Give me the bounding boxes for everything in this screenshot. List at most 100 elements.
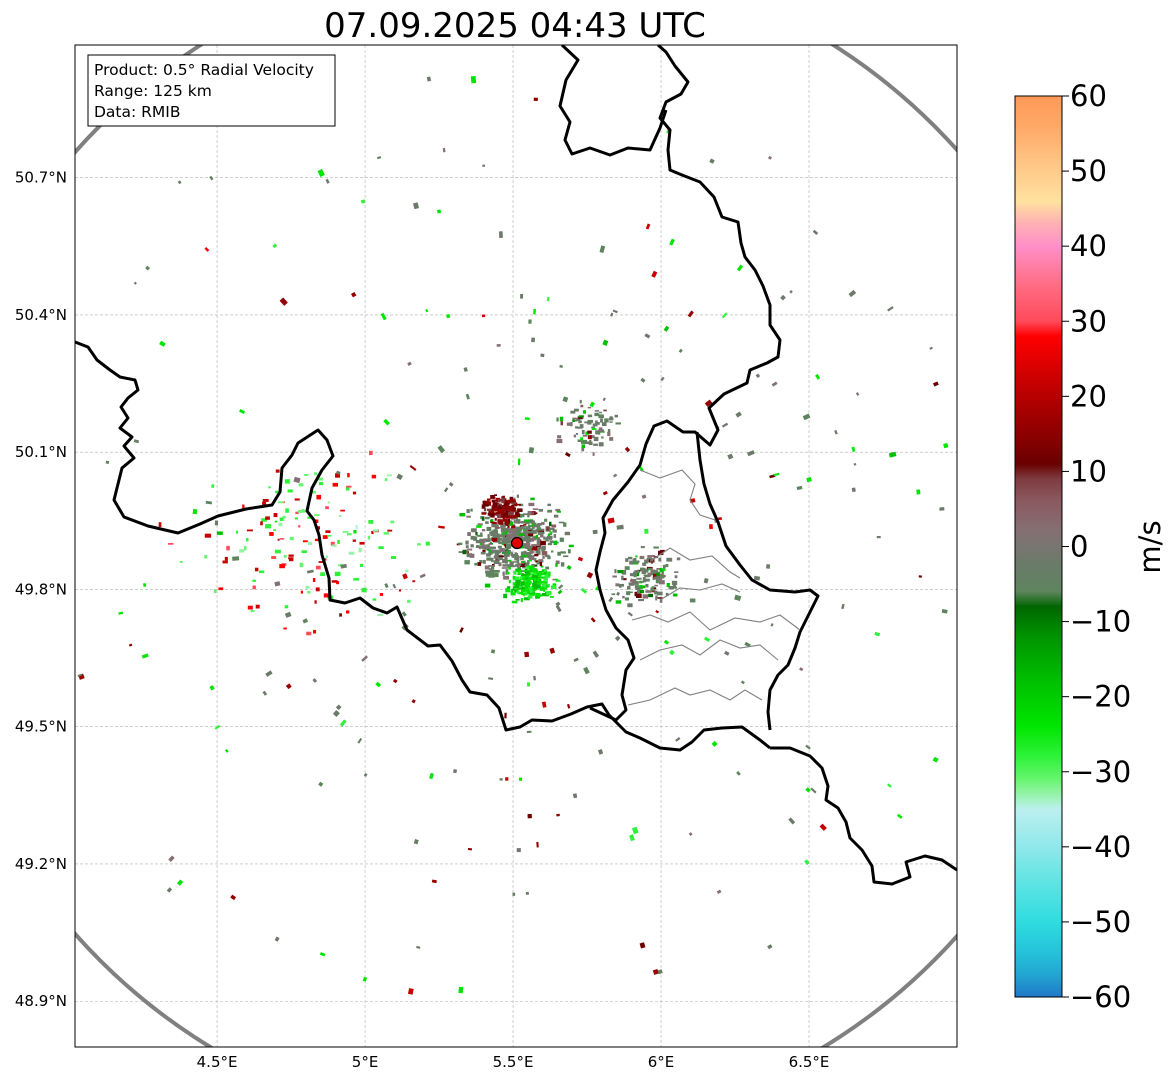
echo-pixel	[636, 593, 642, 598]
echo-pixel	[650, 587, 654, 592]
echo-pixel	[482, 500, 486, 505]
echo-pixel	[616, 524, 624, 530]
echo-pixel	[498, 555, 505, 558]
echo-pixel	[573, 657, 579, 662]
echo-pixel	[384, 583, 389, 589]
echo-pixel	[494, 552, 499, 557]
lat-tick-label: 49.5°N	[15, 718, 67, 736]
echo-pixel	[635, 555, 638, 558]
echo-pixel	[42, 566, 46, 568]
echo-pixel	[520, 556, 524, 561]
echo-pixel	[497, 550, 501, 554]
echo-pixel	[493, 512, 497, 516]
echo-pixel	[204, 555, 208, 559]
echo-pixel	[929, 346, 933, 350]
echo-pixel	[158, 522, 162, 528]
echo-pixel	[490, 495, 495, 499]
echo-pixel	[522, 537, 529, 542]
echo-pixel	[557, 551, 561, 556]
echo-pixel	[521, 521, 527, 524]
echo-pixel	[510, 499, 516, 503]
echo-pixel	[547, 555, 551, 560]
echo-pixel	[500, 524, 506, 528]
echo-pixel	[644, 333, 651, 339]
echo-pixel	[507, 540, 513, 542]
echo-pixel	[538, 571, 543, 576]
echo-pixel	[528, 565, 534, 570]
echo-pixel	[672, 593, 678, 597]
echo-pixel	[492, 529, 498, 534]
echo-pixel	[505, 500, 510, 505]
echo-pixel	[274, 936, 280, 942]
echo-pixel	[639, 590, 644, 594]
echo-pixel	[592, 529, 598, 535]
echo-pixel	[339, 719, 347, 727]
echo-pixel	[288, 557, 294, 560]
echo-pixel	[841, 603, 845, 610]
echo-pixel	[887, 306, 894, 312]
echo-pixel	[802, 413, 811, 421]
echo-pixel	[519, 521, 522, 523]
colorbar-tick-label: 50	[1070, 154, 1107, 188]
echo-pixel	[498, 231, 503, 238]
echo-pixel	[507, 499, 513, 504]
echo-pixel	[703, 578, 709, 584]
echo-pixel	[522, 577, 526, 580]
echo-pixel	[598, 427, 603, 431]
echo-pixel	[574, 420, 578, 422]
echo-pixel	[337, 540, 340, 544]
echo-pixel	[513, 570, 517, 575]
echo-pixel	[522, 531, 528, 534]
echo-pixel	[509, 496, 513, 500]
echo-pixel	[541, 572, 547, 576]
echo-pixel	[479, 541, 484, 545]
echo-pixel	[542, 546, 546, 551]
echo-pixel	[306, 631, 312, 636]
echo-pixel	[658, 550, 664, 555]
echo-pixel	[467, 532, 471, 536]
echo-pixel	[603, 409, 607, 412]
echo-pixel	[391, 556, 396, 559]
echo-pixel	[550, 585, 557, 590]
echo-pixel	[523, 560, 526, 565]
echo-pixel	[552, 583, 557, 587]
province-lines	[627, 469, 801, 706]
echo-pixel	[275, 490, 281, 494]
echo-pixel	[425, 308, 429, 313]
echo-pixel	[28, 656, 35, 662]
echo-pixel	[519, 570, 526, 572]
echo-pixel	[530, 497, 535, 501]
echo-pixel	[688, 832, 693, 836]
echo-pixel	[464, 560, 470, 565]
echo-pixel	[465, 393, 470, 400]
echo-pixel	[666, 583, 670, 588]
echo-pixel	[541, 701, 547, 708]
echo-pixel	[549, 540, 554, 544]
echo-pixel	[242, 504, 245, 509]
echo-pixel	[517, 592, 523, 595]
echo-pixel	[546, 585, 549, 588]
echo-pixel	[273, 529, 276, 531]
echo-pixel	[481, 542, 485, 546]
echo-pixel	[654, 584, 658, 587]
echo-pixel	[502, 539, 508, 544]
echo-pixel	[583, 666, 590, 675]
echo-pixel	[623, 578, 627, 581]
echo-pixel	[246, 529, 253, 532]
echo-pixel	[512, 892, 516, 896]
echo-pixel	[495, 538, 501, 543]
echo-pixel	[622, 596, 625, 599]
echo-pixel	[429, 772, 434, 780]
echo-pixel	[371, 530, 374, 534]
echo-pixel	[736, 770, 741, 776]
echo-pixel	[302, 540, 308, 543]
echo-pixel	[346, 485, 352, 488]
echo-pixel	[524, 570, 530, 573]
echo-pixel	[222, 560, 228, 564]
echo-pixel	[609, 416, 613, 420]
echo-pixel	[505, 571, 508, 575]
echo-pixel	[519, 503, 524, 507]
echo-pixel	[520, 593, 526, 595]
echo-pixel	[500, 506, 505, 509]
echo-pixel	[546, 590, 552, 596]
